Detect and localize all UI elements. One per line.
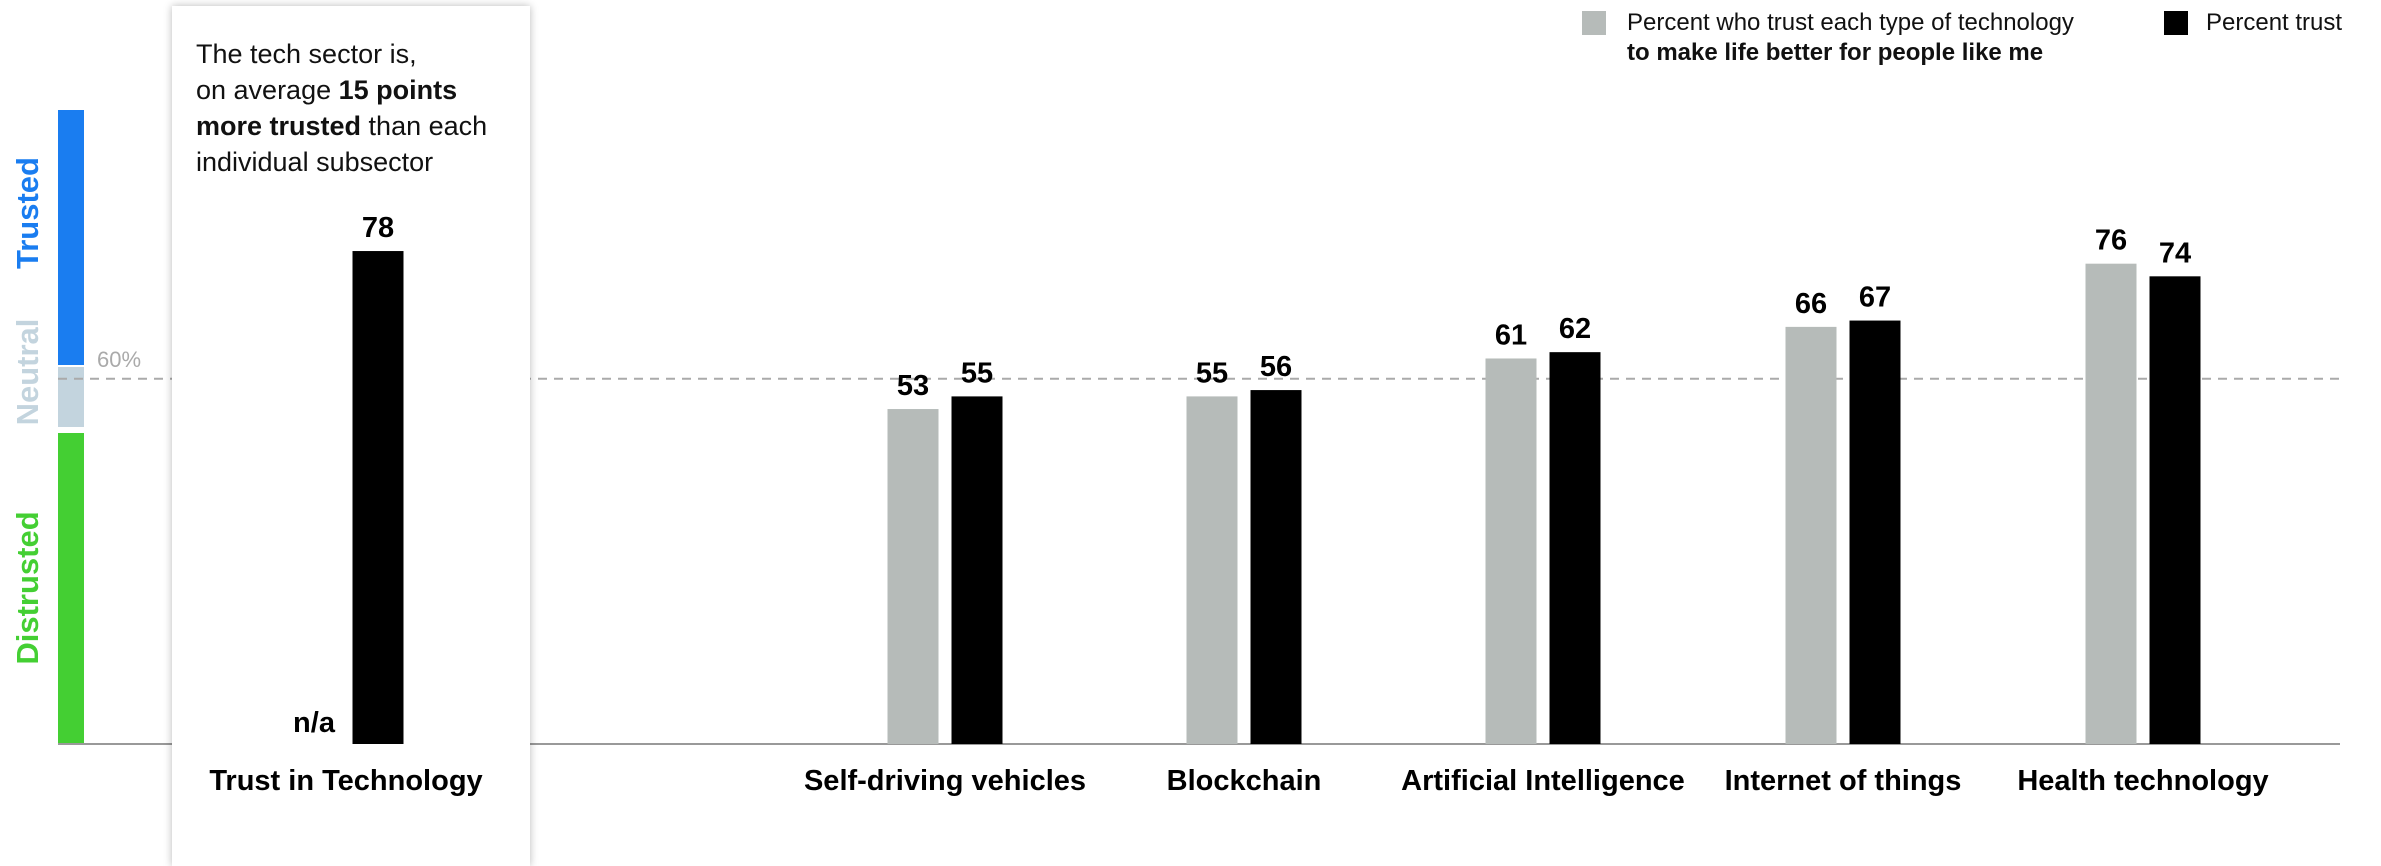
bar-value-label: 66 (1795, 288, 1827, 320)
category-label: Internet of things (1725, 765, 1962, 797)
callout-text: The tech sector is, on average 15 points… (196, 36, 516, 180)
bar-gray (1186, 396, 1238, 744)
bar-value-label: 55 (1196, 357, 1228, 389)
trust-bar-chart: Trusted Neutral Distrusted 60% 53 55 Self-dr… (10, 110, 2340, 797)
bar-value-label: 76 (2095, 225, 2127, 257)
band-distrusted (58, 433, 84, 744)
legend-swatch-black (2164, 11, 2188, 35)
bar-value-label: 56 (1260, 351, 1292, 383)
callout-line3-bold: more trusted (196, 111, 362, 141)
legend-label-gray-line1: Percent who trust each type of technolog… (1627, 9, 2074, 36)
bar-black (1849, 320, 1901, 744)
callout-line2-pre: on average (196, 75, 339, 105)
callout-box: The tech sector is, on average 15 points… (172, 6, 530, 866)
bar-black (951, 396, 1003, 744)
category-label: Health technology (2017, 765, 2268, 797)
callout-line4: individual subsector (196, 147, 434, 177)
band-label-trusted: Trusted (10, 157, 45, 269)
band-neutral (58, 367, 84, 427)
reference-line-label: 60% (97, 347, 141, 372)
band-label-neutral: Neutral (10, 319, 45, 426)
bar-value-label: 74 (2159, 237, 2191, 269)
bar-value-label: 67 (1859, 282, 1891, 314)
callout-line3-post: than each (361, 111, 488, 141)
reference-line-group: 60% (58, 347, 2340, 380)
bar-value-label: 62 (1559, 313, 1591, 345)
band-trusted (58, 110, 84, 365)
callout-line2-bold: 15 points (338, 75, 458, 105)
category-label: Self-driving vehicles (804, 765, 1086, 797)
bar-gray (1785, 326, 1837, 744)
legend-swatch-gray (1582, 11, 1606, 35)
category-label: Artificial Intelligence (1401, 765, 1685, 797)
bar-value-label: 53 (897, 370, 929, 402)
bar-gray (887, 409, 939, 744)
bar-black (2149, 276, 2201, 744)
bars-group: 53 55 Self-driving vehicles 55 56 Blockchain 6… (804, 225, 2269, 797)
bar-black (1549, 352, 1601, 744)
bar-value-label: 61 (1495, 319, 1527, 351)
trust-scale-bands: Trusted Neutral Distrusted (10, 110, 84, 744)
bar-gray (2085, 263, 2137, 744)
bar-gray (1485, 358, 1537, 744)
category-label: Blockchain (1167, 765, 1322, 797)
bar-black (1250, 390, 1302, 744)
bar-value-label: 55 (961, 357, 993, 389)
callout-line1: The tech sector is, (196, 39, 417, 69)
legend-label-black: Percent trust (2206, 9, 2343, 36)
legend-label-gray-line2: to make life better for people like me (1627, 39, 2044, 66)
band-label-distrusted: Distrusted (10, 511, 45, 664)
